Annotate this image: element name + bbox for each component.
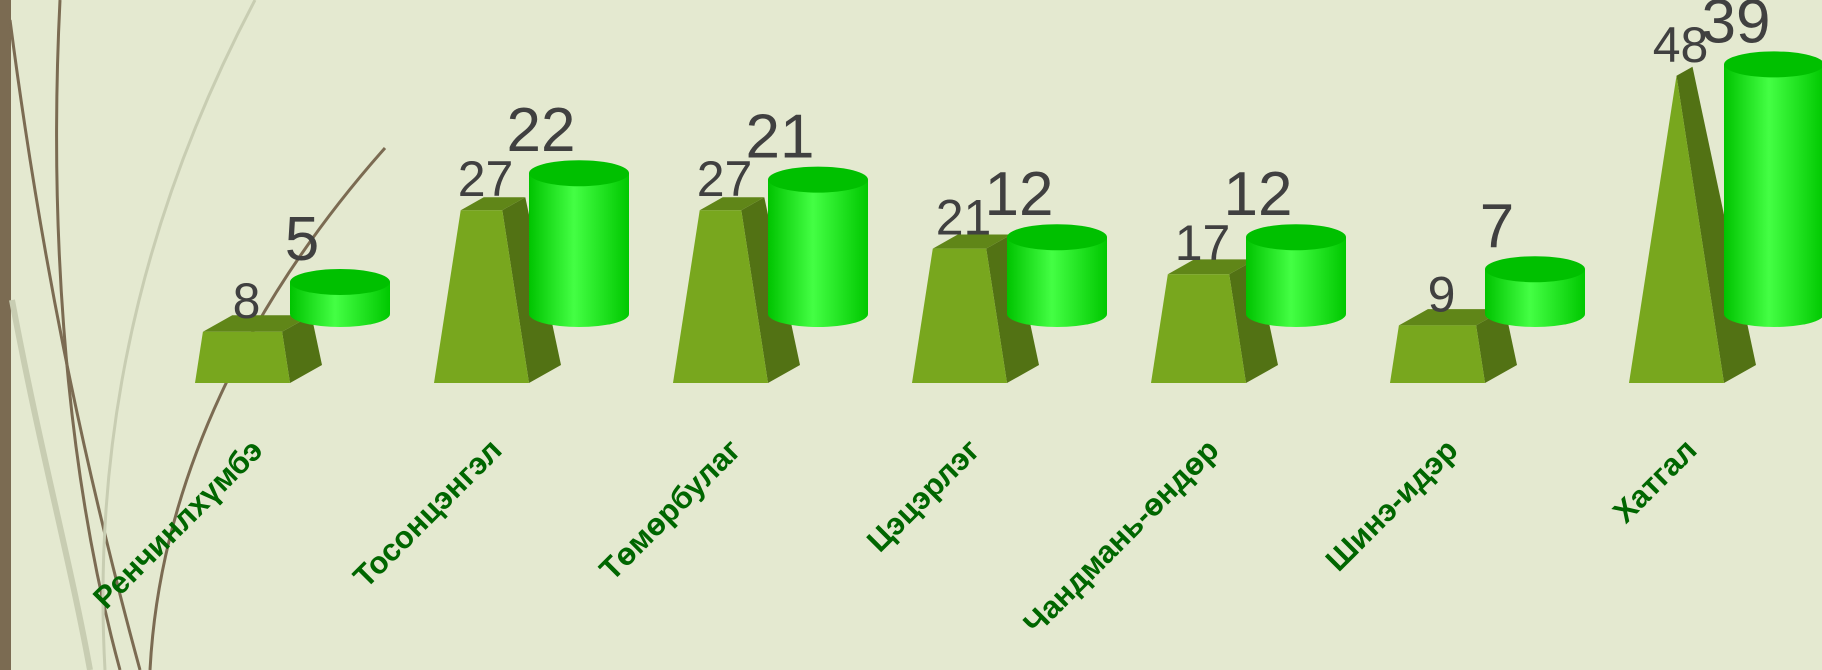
cylinder-top xyxy=(529,160,629,187)
value-label: 27 xyxy=(458,151,514,207)
pyramid-top xyxy=(1167,259,1256,275)
curve xyxy=(148,147,387,670)
cylinder-body xyxy=(1485,269,1585,327)
value-label: 5 xyxy=(285,205,319,274)
decoration xyxy=(0,0,387,670)
value-label: 8 xyxy=(233,273,261,329)
pyramid-side xyxy=(282,315,322,383)
cylinder-body xyxy=(1007,237,1107,327)
pyramid-top xyxy=(460,197,526,211)
value-label: 12 xyxy=(985,160,1054,229)
pyramid-front xyxy=(434,210,529,383)
value-label: 48 xyxy=(1653,17,1709,73)
curve xyxy=(8,19,142,670)
cylinder-body xyxy=(1246,237,1346,327)
pyramid-front xyxy=(673,210,768,383)
value-label: 21 xyxy=(746,103,815,172)
pyramid xyxy=(1390,309,1517,383)
pyramid-front xyxy=(1151,274,1246,383)
pyramid-top xyxy=(202,315,312,332)
cylinder xyxy=(1485,256,1585,327)
pyramid-top xyxy=(699,197,765,211)
cylinder xyxy=(290,269,390,327)
curve xyxy=(101,0,257,670)
cylinder-top xyxy=(1485,256,1585,283)
curve xyxy=(9,299,93,670)
pyramid xyxy=(195,315,322,383)
side-bar xyxy=(0,0,11,670)
cylinder-top xyxy=(768,166,868,193)
cylinder xyxy=(529,160,629,327)
pyramid xyxy=(1151,259,1278,383)
value-label: 9 xyxy=(1428,266,1456,322)
value-label: 7 xyxy=(1480,192,1514,261)
value-label: 22 xyxy=(507,96,576,165)
cylinder-body xyxy=(1724,64,1822,327)
cylinder xyxy=(1246,224,1346,327)
cylinder xyxy=(1724,51,1822,327)
value-label: 21 xyxy=(936,190,992,246)
cylinder xyxy=(1007,224,1107,327)
cylinder xyxy=(768,166,868,327)
cylinder-top xyxy=(1724,51,1822,78)
pyramid-front xyxy=(195,331,290,383)
pyramid-top xyxy=(932,234,1012,249)
pyramid-front xyxy=(912,248,1007,383)
value-label: 27 xyxy=(697,151,753,207)
value-label: 39 xyxy=(1702,0,1771,56)
pyramid-side xyxy=(1476,309,1517,383)
value-label: 12 xyxy=(1224,160,1293,229)
pyramid-front xyxy=(1390,325,1485,383)
value-label: 17 xyxy=(1175,215,1231,271)
cylinder-top xyxy=(1246,224,1346,251)
cylinder-body xyxy=(768,179,868,327)
pyramid-side xyxy=(1229,259,1278,383)
cylinder-top xyxy=(1007,224,1107,251)
curve xyxy=(55,0,122,670)
pyramid-front xyxy=(1629,75,1724,384)
cylinder-top xyxy=(290,269,390,295)
pyramid-top xyxy=(1398,309,1506,326)
cylinder-body xyxy=(529,173,629,327)
